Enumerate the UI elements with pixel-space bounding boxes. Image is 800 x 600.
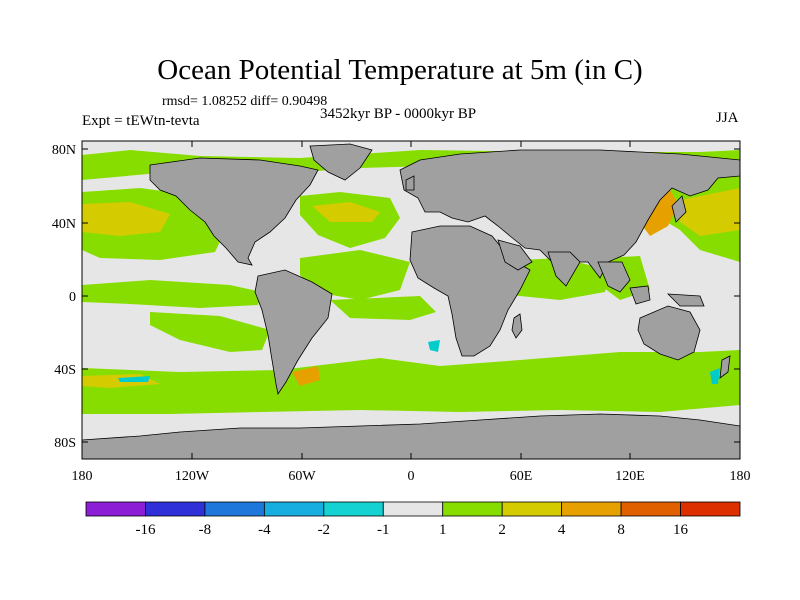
land-new-guinea: [666, 293, 705, 307]
colorbar-box: [620, 501, 681, 517]
colorbar-box: [145, 501, 206, 517]
colorbar-label: 4: [558, 522, 566, 538]
colorbar-box: [323, 501, 384, 517]
colorbar-label: 8: [617, 522, 625, 538]
warm4-patch-japan: [680, 188, 740, 236]
land-north-america: [149, 157, 319, 266]
warm8-patch-southern: [292, 366, 320, 386]
land-antarctica: [82, 413, 740, 459]
warmer-anomaly-layer: [82, 188, 740, 388]
colorbar-label: 16: [673, 522, 689, 538]
cool-anomaly-layer: [118, 340, 720, 384]
land-south-america: [254, 269, 333, 396]
period-label: 3452kyr BP - 0000kyr BP: [320, 106, 477, 122]
lat-label: 80S: [54, 436, 76, 451]
land-new-zealand: [719, 355, 731, 379]
land-india: [547, 251, 581, 287]
map-title: Ocean Potential Temperature at 5m (in C): [157, 54, 643, 86]
land-madagascar: [511, 313, 523, 339]
cool-patch-tasman: [710, 368, 720, 384]
warm4-patch-north-atlantic: [312, 202, 380, 222]
colorbar-box: [382, 501, 444, 517]
colorbar-label: 1: [439, 522, 447, 538]
cool-patch-southern-pacific: [118, 376, 150, 382]
warm-patch-southern-ocean: [82, 350, 740, 414]
lat-label: 40N: [52, 217, 76, 232]
warm-patch-east-pacific: [82, 280, 262, 308]
land-uk: [405, 175, 415, 191]
colorbar-label: -16: [135, 522, 155, 538]
colorbar-boxes: [85, 501, 741, 517]
cool-patch-south-atlantic: [428, 340, 440, 352]
lon-label: 120E: [615, 469, 645, 484]
colorbar-box: [263, 501, 325, 517]
land-arabia: [497, 239, 533, 271]
colorbar-label: -2: [318, 522, 331, 538]
colorbar-label: 2: [498, 522, 506, 538]
lon-label: 180: [72, 469, 93, 484]
warm-patch-atlantic-tropics: [300, 250, 410, 300]
lat-label: 80N: [52, 143, 76, 158]
lon-label: 60W: [288, 469, 316, 484]
experiment-label: Expt = tEWtn-tevta: [82, 113, 200, 129]
land-layer: [82, 143, 740, 459]
lon-label: 120W: [175, 469, 210, 484]
colorbar-labels: -16 -8 -4 -2 -1 1 2 4 8 16: [135, 522, 688, 538]
season-label: JJA: [716, 110, 739, 126]
lon-axis: 180 120W 60W 0 60E 120E 180: [72, 141, 751, 484]
colorbar-box: [680, 501, 741, 517]
colorbar-label: -8: [199, 522, 212, 538]
lon-label: 60E: [510, 469, 533, 484]
land-borneo: [629, 285, 651, 305]
land-africa: [409, 225, 531, 357]
colorbar-box: [501, 501, 563, 517]
lat-label: 0: [69, 290, 76, 305]
warm4-patch-north-pacific: [82, 202, 170, 236]
colorbar-box: [561, 501, 622, 517]
stats-label: rmsd= 1.08252 diff= 0.90498: [162, 94, 328, 109]
lat-label: 40S: [54, 363, 76, 378]
land-southeast-asia: [597, 261, 631, 293]
map-plot-area: [82, 141, 740, 459]
lon-label: 180: [730, 469, 751, 484]
warm-patch-atlantic-band: [330, 296, 436, 320]
lat-axis: 80N 40N 0 40S 80S: [52, 143, 740, 451]
land-australia: [637, 305, 701, 361]
lon-label: 0: [408, 469, 415, 484]
land-japan: [671, 195, 687, 223]
colorbar-label: -1: [377, 522, 390, 538]
colorbar-box: [85, 501, 146, 517]
colorbar-box: [442, 501, 503, 517]
colorbar-label: -4: [258, 522, 271, 538]
colorbar-box: [204, 501, 265, 517]
land-greenland: [309, 143, 373, 181]
warm-patch-south-pacific: [150, 312, 270, 352]
